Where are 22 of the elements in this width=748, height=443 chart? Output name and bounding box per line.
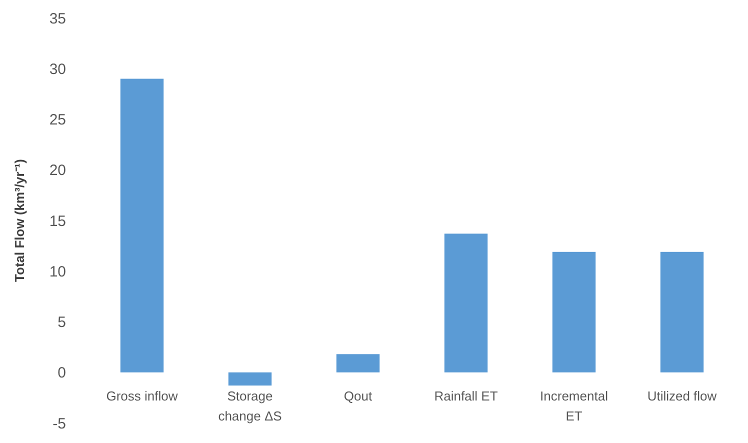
x-tick-label: Rainfall ET [434, 388, 498, 404]
bar [552, 252, 596, 372]
y-tick-label: 15 [49, 212, 66, 230]
x-tick-label: Qout [344, 388, 372, 404]
y-tick-label: 5 [58, 314, 66, 331]
bar [660, 252, 704, 372]
y-tick-label: 0 [58, 364, 66, 382]
y-tick-label: -5 [52, 415, 66, 432]
y-tick-label: 30 [49, 60, 66, 78]
bar [336, 354, 380, 372]
y-tick-label: 35 [49, 10, 66, 28]
x-tick-label: Storage change ΔS [218, 388, 282, 424]
bar [444, 234, 488, 372]
y-axis-title: Total Flow (km³/yr⁻¹) [12, 159, 27, 282]
x-tick-label: Utilized flow [647, 388, 718, 404]
y-tick-label: 25 [49, 112, 66, 128]
x-tick-label: Incremental ET [540, 388, 608, 424]
bar [120, 78, 164, 372]
bar [228, 372, 272, 386]
y-tick-label: 20 [49, 162, 66, 180]
y-tick-label: 10 [49, 263, 66, 280]
x-tick-label: Gross inflow [106, 388, 178, 404]
